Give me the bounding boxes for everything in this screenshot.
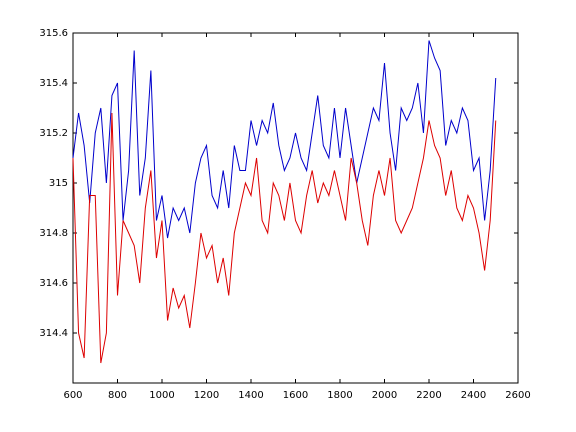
x-tick-label: 1800 bbox=[327, 390, 352, 401]
x-tick-label: 2000 bbox=[372, 390, 397, 401]
x-tick-label: 2600 bbox=[505, 390, 530, 401]
line-series bbox=[72, 40, 497, 239]
x-tick-label: 1000 bbox=[149, 390, 174, 401]
y-tick-label: 314.8 bbox=[39, 228, 68, 239]
y-tick-label: 315.2 bbox=[39, 128, 68, 139]
x-tick-label: 600 bbox=[63, 390, 82, 401]
x-tick-label: 800 bbox=[108, 390, 127, 401]
y-tick-label: 315.6 bbox=[39, 28, 68, 39]
line-series bbox=[72, 112, 497, 364]
x-tick-label: 1600 bbox=[283, 390, 308, 401]
y-tick-label: 315 bbox=[49, 178, 68, 189]
x-tick-label: 1200 bbox=[194, 390, 219, 401]
x-tick-label: 2200 bbox=[416, 390, 441, 401]
plot-frame bbox=[72, 32, 519, 384]
y-tick-label: 315.4 bbox=[39, 78, 68, 89]
x-tick-label: 2400 bbox=[461, 390, 486, 401]
y-tick-label: 314.4 bbox=[39, 328, 68, 339]
x-tick-label: 1400 bbox=[238, 390, 263, 401]
y-tick-label: 314.6 bbox=[39, 278, 68, 289]
